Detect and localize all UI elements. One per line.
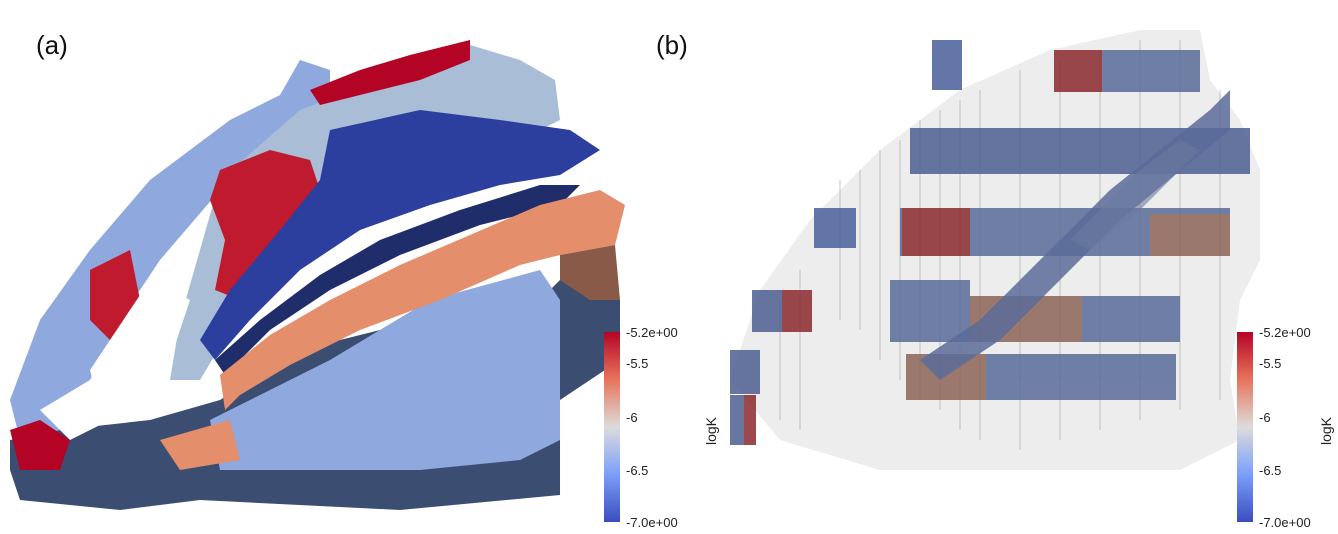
geological-model-3d-render xyxy=(10,40,625,510)
colorbar-a-tick-min: -7.0e+00 xyxy=(626,515,678,530)
colorbar-gradient xyxy=(1237,332,1253,522)
colorbar-b-title: logK xyxy=(1318,416,1334,445)
colorbar-b-tick: -6 xyxy=(1259,410,1271,425)
colorbar-b-tick-max: -5.2e+00 xyxy=(1259,325,1311,340)
colorbar-a-tick: -6.5 xyxy=(626,463,649,478)
colorbar-a xyxy=(604,332,620,522)
colorbar-b xyxy=(1237,332,1253,522)
colorbar-gradient xyxy=(604,332,620,522)
colorbar-a-tick: -6 xyxy=(626,410,638,425)
colorbar-b-tick: -6.5 xyxy=(1259,463,1282,478)
colorbar-a-tick: -5.5 xyxy=(626,356,649,371)
colorbar-a-tick-max: -5.2e+00 xyxy=(626,325,678,340)
colorbar-b-tick-min: -7.0e+00 xyxy=(1259,515,1311,530)
cross-section-transparent-render xyxy=(730,30,1260,470)
panel-label-a: (a) xyxy=(36,30,68,60)
panel-label-b: (b) xyxy=(656,30,688,60)
colorbar-b-tick: -5.5 xyxy=(1259,356,1282,371)
colorbar-a-title: logK xyxy=(703,416,719,445)
